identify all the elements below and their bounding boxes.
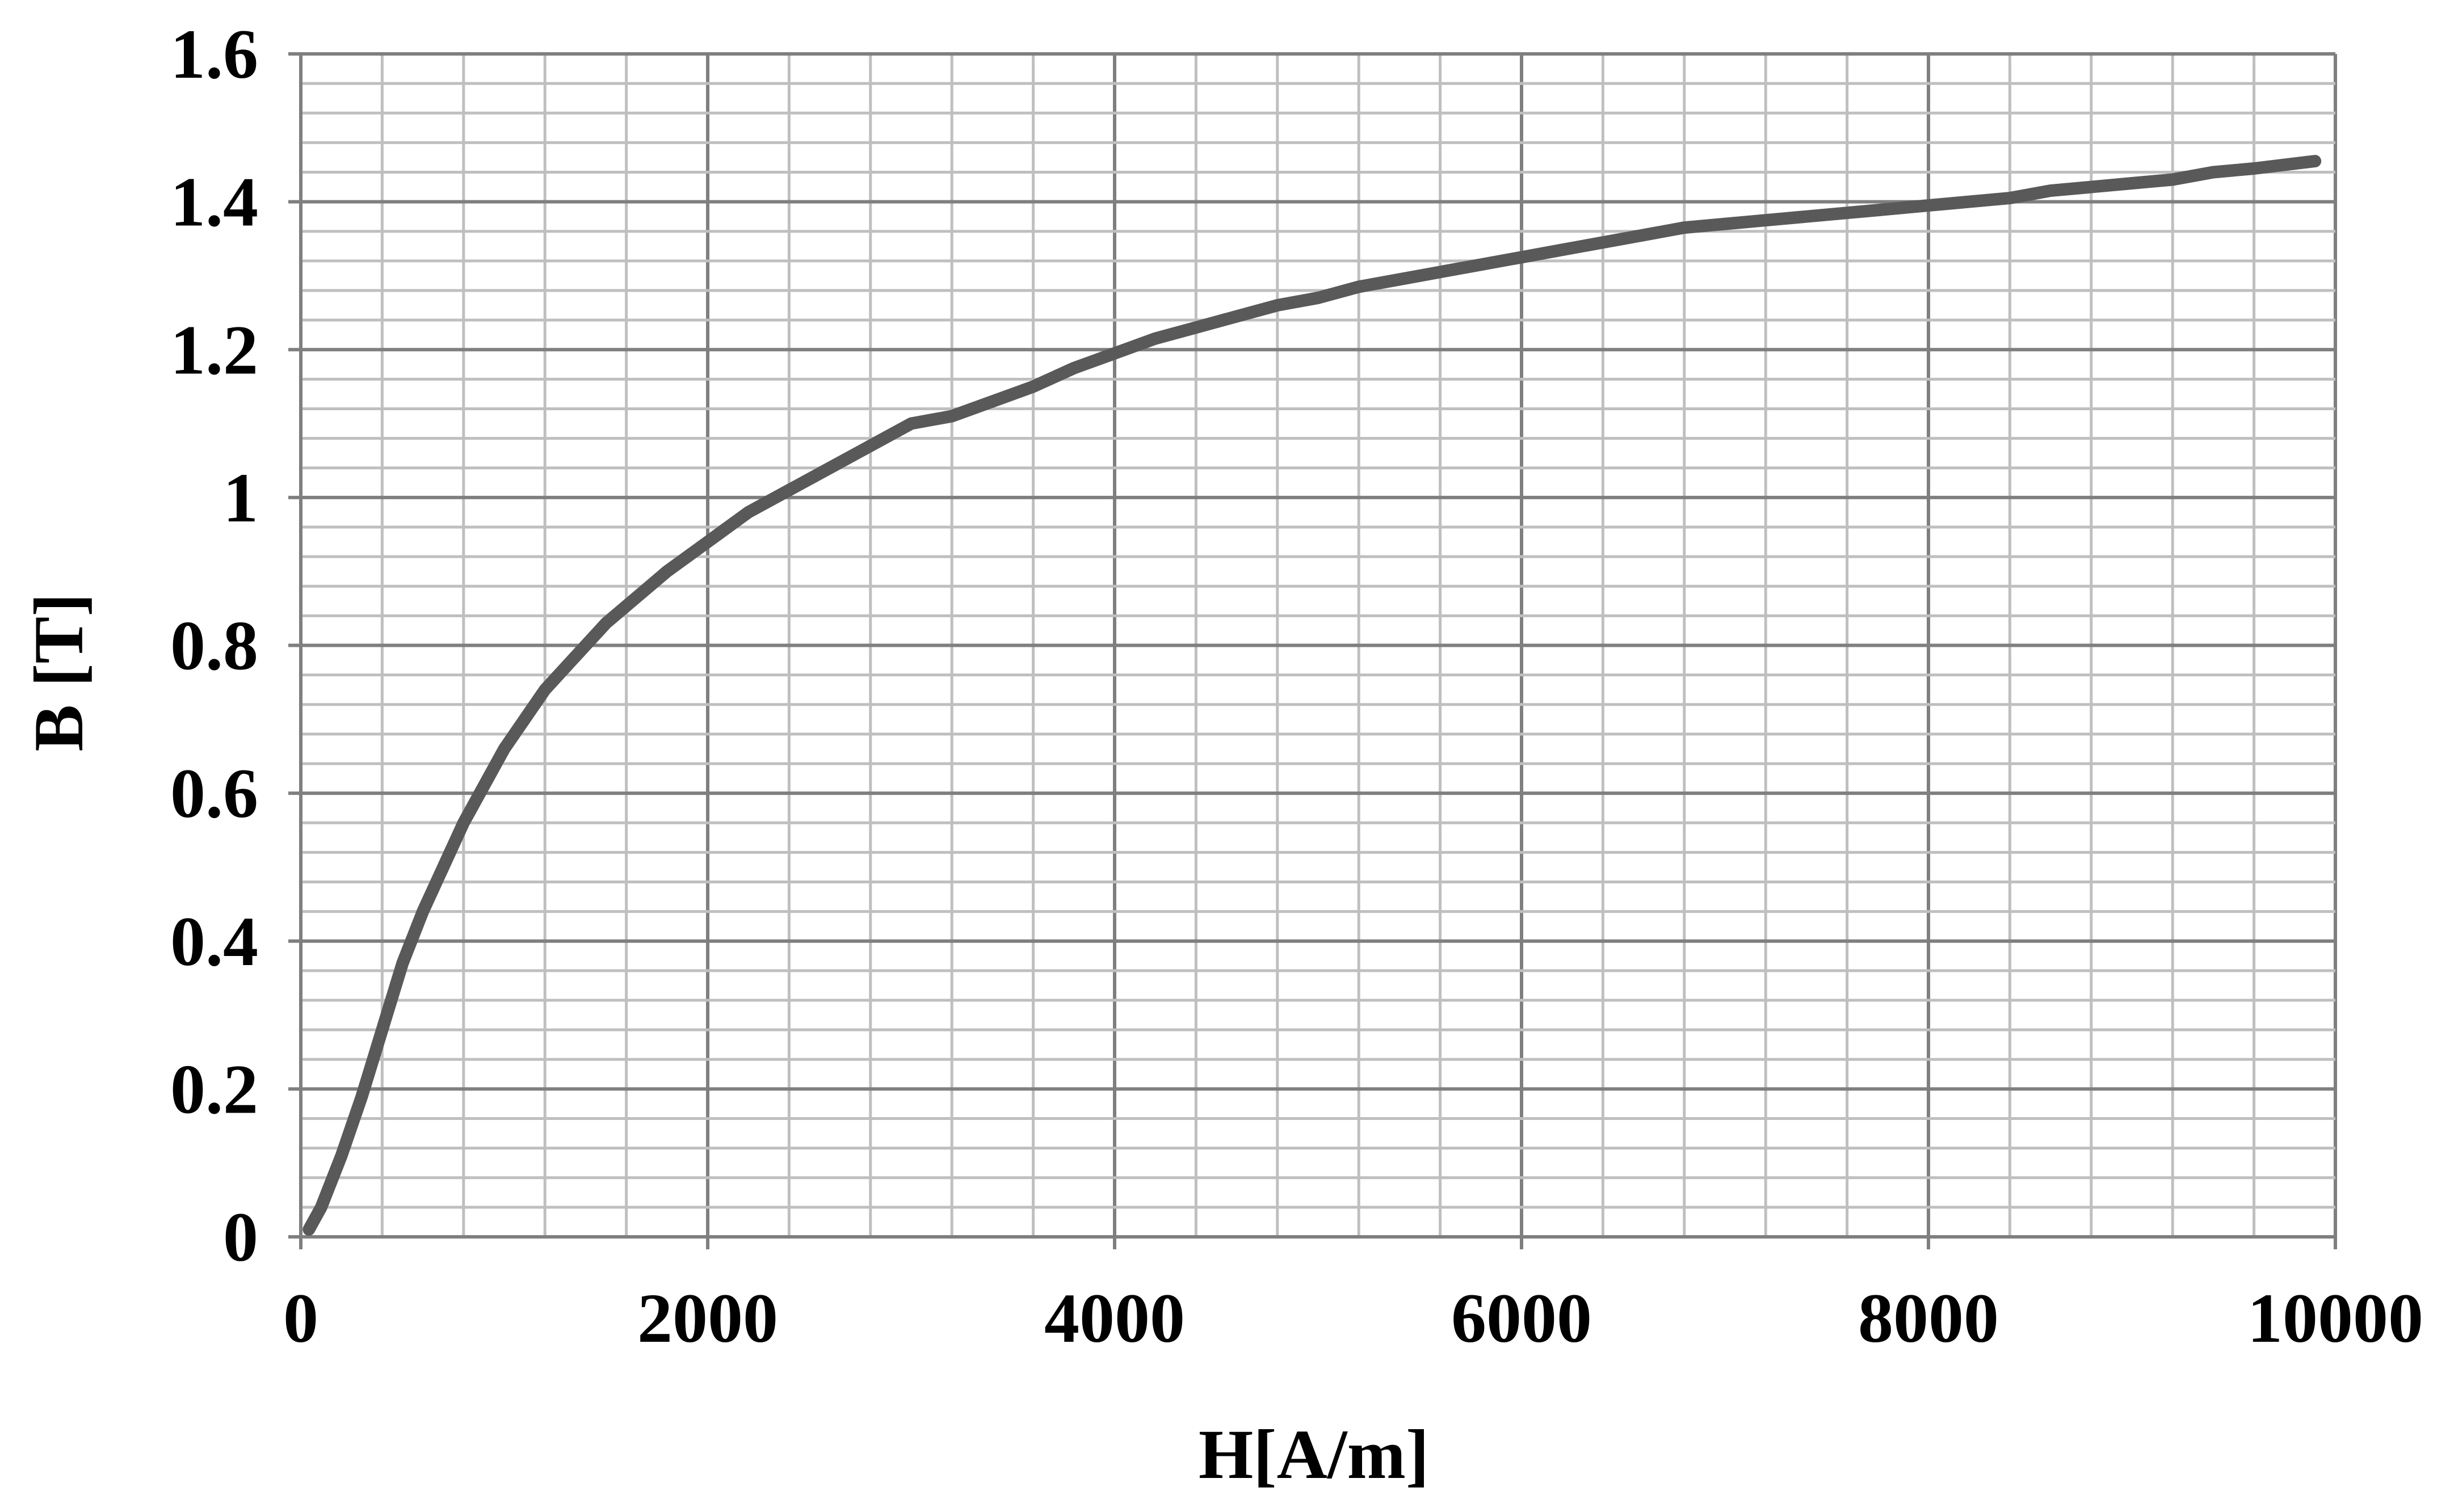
y-tick-label: 1.6	[170, 15, 258, 93]
tick-labels: 0 0.2 0.4 0.6 0.8 1 1.2 1.4 1.6 0 2000 4000 6000 8000…	[170, 15, 2423, 1357]
x-tick-label: 2000	[637, 1279, 778, 1357]
y-tick-label: 0.2	[170, 1050, 258, 1128]
y-axis-title: B [T]	[20, 593, 98, 752]
x-tick-label: 10000	[2247, 1279, 2423, 1357]
y-tick-label: 1.2	[170, 311, 258, 389]
y-tick-label: 0.8	[170, 607, 258, 685]
x-tick-label: 0	[283, 1279, 318, 1357]
axes	[288, 52, 2337, 1249]
x-tick-label: 4000	[1044, 1279, 1185, 1357]
x-tick-label: 8000	[1858, 1279, 1999, 1357]
x-tick-label: 6000	[1451, 1279, 1592, 1357]
y-tick-label: 0.4	[170, 903, 258, 980]
y-tick-label: 0	[223, 1198, 258, 1276]
x-axis-title: H[A/m]	[1199, 1416, 1429, 1493]
y-tick-label: 1.4	[170, 163, 258, 241]
series-line	[302, 155, 2322, 1236]
series	[302, 155, 2322, 1236]
y-tick-label: 0.6	[170, 755, 258, 832]
y-tick-label: 1	[223, 459, 258, 537]
grid	[299, 52, 2337, 1239]
